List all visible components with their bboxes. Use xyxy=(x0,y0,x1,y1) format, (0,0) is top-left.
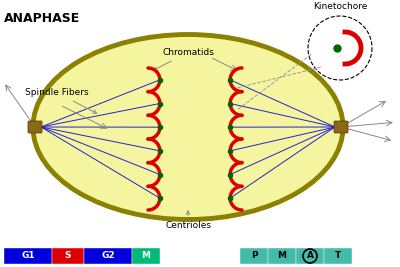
Text: A: A xyxy=(306,252,314,261)
Text: P: P xyxy=(251,252,257,261)
Text: M: M xyxy=(278,252,286,261)
Text: Spindle Fibers: Spindle Fibers xyxy=(25,88,96,113)
Text: M: M xyxy=(142,252,150,261)
Bar xyxy=(84,248,132,264)
Text: S: S xyxy=(65,252,71,261)
Text: ANAPHASE: ANAPHASE xyxy=(4,12,80,25)
Text: T: T xyxy=(335,252,341,261)
Bar xyxy=(132,248,160,264)
Bar xyxy=(4,248,52,264)
Text: G2: G2 xyxy=(101,252,115,261)
Bar xyxy=(268,248,296,264)
Bar xyxy=(324,248,352,264)
Text: Kinetochore: Kinetochore xyxy=(313,2,367,11)
FancyBboxPatch shape xyxy=(334,121,348,133)
Bar xyxy=(296,248,324,264)
Text: Centrioles: Centrioles xyxy=(165,211,211,230)
Text: G1: G1 xyxy=(21,252,35,261)
Text: Chromatids: Chromatids xyxy=(154,48,214,70)
FancyBboxPatch shape xyxy=(28,121,42,133)
Bar xyxy=(240,248,268,264)
Bar xyxy=(52,248,84,264)
Ellipse shape xyxy=(33,34,343,219)
